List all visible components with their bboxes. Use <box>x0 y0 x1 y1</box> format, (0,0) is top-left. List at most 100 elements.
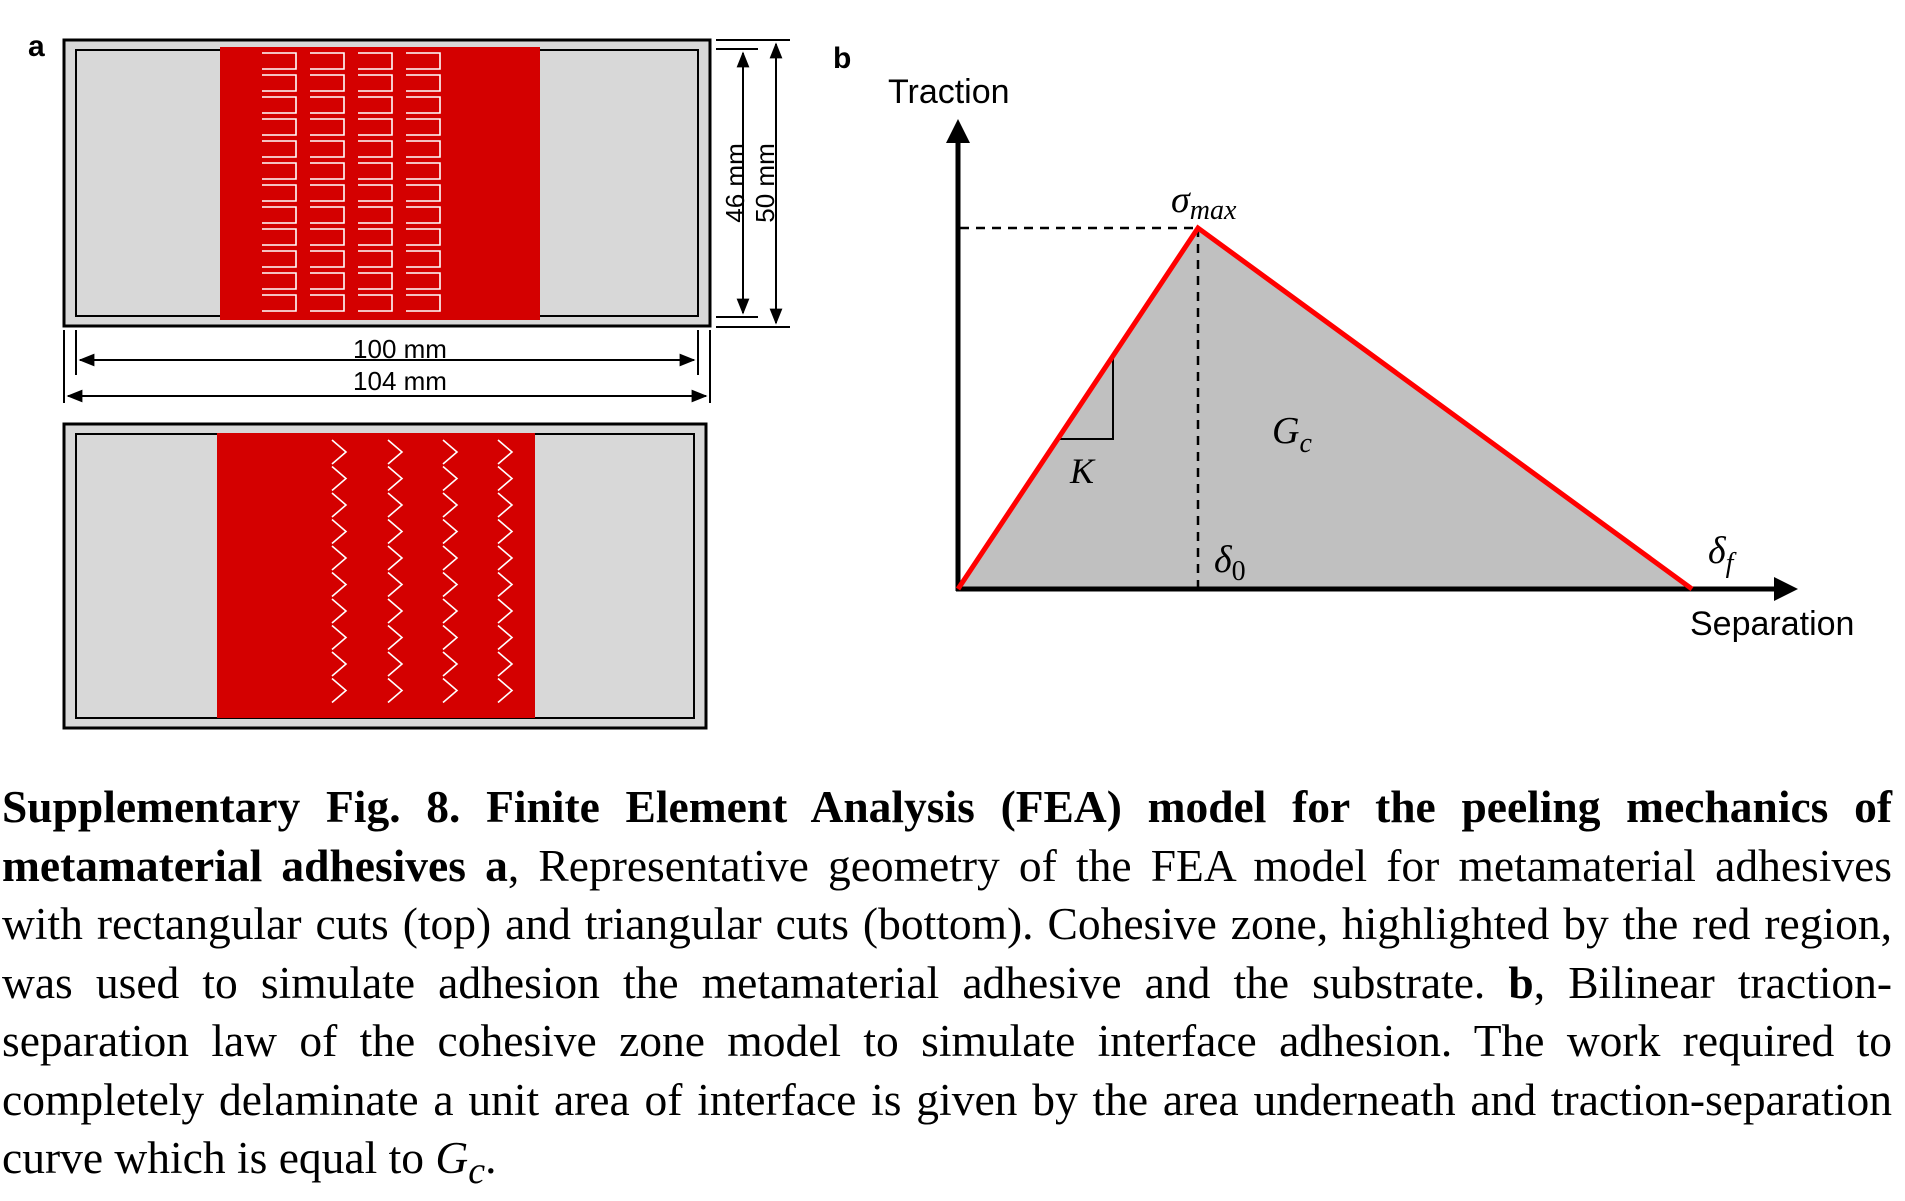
rectangular-cut <box>310 184 345 202</box>
triangular-cut <box>387 624 404 651</box>
dim-104-label: 104 mm <box>353 366 447 396</box>
triangular-cut <box>497 651 514 677</box>
triangular-cut <box>331 492 348 518</box>
rectangular-cut <box>310 74 345 92</box>
triangular-cut <box>331 439 348 465</box>
triangular-cut <box>387 492 404 518</box>
fracture-energy-label: Gc <box>1272 410 1312 459</box>
triangular-cut <box>331 651 348 677</box>
rectangular-cut <box>358 228 393 246</box>
triangular-cut <box>387 651 404 677</box>
specimen-triangular-cuts <box>62 422 708 730</box>
stiffness-label: K <box>1069 451 1096 491</box>
triangular-cut <box>442 651 459 677</box>
rectangular-cut <box>310 52 345 70</box>
triangular-cut <box>497 545 514 571</box>
triangular-cut <box>442 571 459 598</box>
triangular-cut <box>442 598 459 624</box>
caption-a-label: a <box>485 839 508 891</box>
caption-gc-symbol: G <box>435 1132 469 1183</box>
triangular-cut <box>387 571 404 598</box>
rectangular-cut <box>262 250 297 268</box>
rectangular-cut <box>310 118 345 136</box>
rectangular-cut <box>358 118 393 136</box>
rectangular-cut <box>310 206 345 224</box>
fracture-energy-area <box>958 228 1692 589</box>
panel-a-label: a <box>28 30 45 63</box>
rectangular-cut <box>406 74 441 92</box>
triangular-cut <box>331 465 348 492</box>
bilinear-traction-separation-law <box>955 224 1694 592</box>
rectangular-cut <box>358 74 393 92</box>
rectangular-cut <box>262 140 297 158</box>
triangular-cut <box>442 677 459 704</box>
rectangular-cut <box>406 118 441 136</box>
rectangular-cut <box>358 140 393 158</box>
triangular-cut <box>497 677 514 704</box>
triangular-cuts <box>331 439 514 704</box>
rectangular-cut <box>406 184 441 202</box>
triangular-cut <box>331 571 348 598</box>
panel-a: a 46 mm 50 mm 100 mm 104 <box>28 30 790 730</box>
triangular-cut <box>387 465 404 492</box>
rectangular-cut <box>358 294 393 312</box>
width-dimensions <box>63 330 711 403</box>
y-axis-label: Traction <box>888 73 1010 111</box>
triangular-cut <box>387 545 404 571</box>
rectangular-cut <box>406 294 441 312</box>
figure: a 46 mm 50 mm 100 mm 104 <box>28 30 1854 730</box>
dim-46-label: 46 mm <box>720 143 750 222</box>
x-axis-arrowhead <box>1774 577 1798 601</box>
triangular-cut <box>387 439 404 465</box>
rectangular-cut <box>358 206 393 224</box>
triangular-cut <box>331 677 348 704</box>
rectangular-cut <box>406 52 441 70</box>
rectangular-cut <box>262 52 297 70</box>
rectangular-cut <box>406 272 441 290</box>
rectangular-cut <box>406 206 441 224</box>
caption-gc-sub: c <box>468 1150 486 1193</box>
rectangular-cut <box>262 96 297 114</box>
rectangular-cut <box>310 294 345 312</box>
triangular-cut <box>331 624 348 651</box>
rectangular-cut <box>262 272 297 290</box>
triangular-cut <box>387 518 404 545</box>
cohesive-zone-top <box>220 47 540 320</box>
rectangular-cut <box>406 96 441 114</box>
caption-a-text: , Representative geometry of the FEA mod… <box>2 839 1893 1008</box>
sigma-max-label: σmax <box>1171 179 1237 226</box>
rectangular-cut <box>310 272 345 290</box>
triangular-cut <box>387 677 404 704</box>
rectangular-cut <box>358 272 393 290</box>
x-axis-label: Separation <box>1690 605 1854 643</box>
triangular-cut <box>497 492 514 518</box>
rectangular-cut <box>358 52 393 70</box>
rectangular-cut <box>262 74 297 92</box>
triangular-cut <box>497 571 514 598</box>
triangular-cut <box>331 598 348 624</box>
slope-triangle <box>1058 357 1114 440</box>
panel-b: b Traction Separation σmax K Gc δ0 δf <box>833 42 1854 643</box>
specimen-rectangular-cuts <box>62 38 712 328</box>
rectangular-cut <box>310 140 345 158</box>
rectangular-cut <box>406 140 441 158</box>
rectangular-cut <box>310 162 345 180</box>
triangular-cut <box>442 545 459 571</box>
dim-50-label: 50 mm <box>750 143 780 222</box>
dim-100-label: 100 mm <box>353 334 447 364</box>
triangular-cut <box>497 465 514 492</box>
rectangular-cut <box>358 250 393 268</box>
triangular-cut <box>497 624 514 651</box>
rectangular-cut <box>310 228 345 246</box>
rectangular-cut <box>262 184 297 202</box>
triangular-cut <box>442 465 459 492</box>
caption-title: Supplementary Fig. 8. Finite Element Ana… <box>2 781 1892 891</box>
triangular-cut <box>442 624 459 651</box>
triangular-cut <box>387 598 404 624</box>
delta0-label: δ0 <box>1214 539 1246 587</box>
caption-b-label: b <box>1508 956 1534 1008</box>
rectangular-cut <box>358 96 393 114</box>
figure-caption: Supplementary Fig. 8. Finite Element Ana… <box>2 778 1892 1201</box>
rectangular-cut <box>406 228 441 246</box>
triangular-cut <box>442 492 459 518</box>
